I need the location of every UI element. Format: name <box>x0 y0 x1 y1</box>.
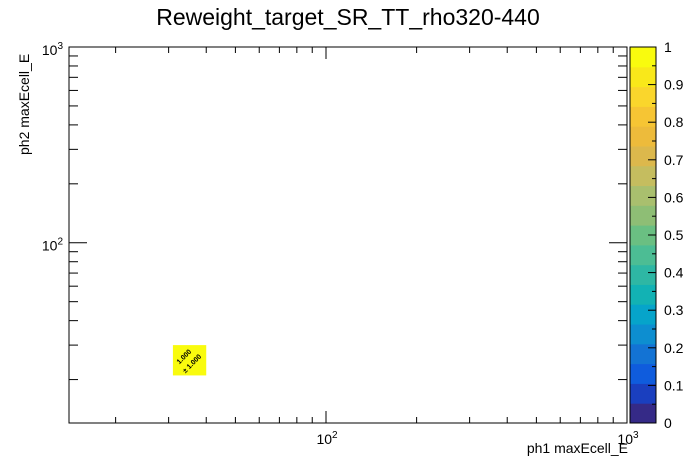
colorbar-tick-label: 0.1 <box>664 377 684 393</box>
plot-frame <box>68 46 628 424</box>
heatmap-cell <box>172 345 207 376</box>
colorbar-tick-label: 0.6 <box>664 189 684 205</box>
colorbar-segment <box>630 165 656 187</box>
colorbar-segment <box>630 185 656 206</box>
colorbar-segment <box>630 403 656 424</box>
x-tick-label: 103 <box>617 430 639 447</box>
colorbar-segment <box>630 343 656 365</box>
x-tick-label: 102 <box>316 430 338 447</box>
colorbar-segment <box>630 264 656 285</box>
colorbar-segment <box>630 304 656 325</box>
colorbar-segment <box>630 86 656 107</box>
chart-title: Reweight_target_SR_TT_rho320-440 <box>156 4 540 30</box>
colorbar-segment <box>630 47 656 68</box>
colorbar-segment <box>630 225 656 246</box>
colorbar-tick-label: 0.4 <box>664 265 684 281</box>
colorbar-tick-label: 0.8 <box>664 114 684 130</box>
colorbar-segment <box>630 205 656 226</box>
x-axis-label: ph1 maxEcell_E <box>526 440 628 456</box>
colorbar-segment <box>630 284 656 305</box>
y-axis-label: ph2 maxEcell_E <box>16 53 32 155</box>
colorbar-segment <box>630 363 656 384</box>
colorbar-tick-label: 0.2 <box>664 340 684 356</box>
colorbar-segment <box>630 324 656 345</box>
colorbar-segment <box>630 383 656 404</box>
colorbar-tick-label: 0.5 <box>664 227 684 243</box>
colorbar-tick-label: 0.3 <box>664 302 684 318</box>
colorbar-tick-label: 0.9 <box>664 77 684 93</box>
colorbar-segment <box>630 66 656 88</box>
colorbar-segment <box>630 126 656 147</box>
colorbar-tick-label: 1 <box>664 39 672 55</box>
colorbar-tick-label: 0 <box>664 415 672 431</box>
colorbar-segment <box>630 244 656 266</box>
colorbar-tick-label: 0.7 <box>664 152 684 168</box>
colorbar-segment <box>630 106 656 127</box>
colorbar-segment <box>630 145 656 167</box>
y-tick-label: 103 <box>42 41 64 58</box>
y-tick-label: 102 <box>42 237 64 254</box>
